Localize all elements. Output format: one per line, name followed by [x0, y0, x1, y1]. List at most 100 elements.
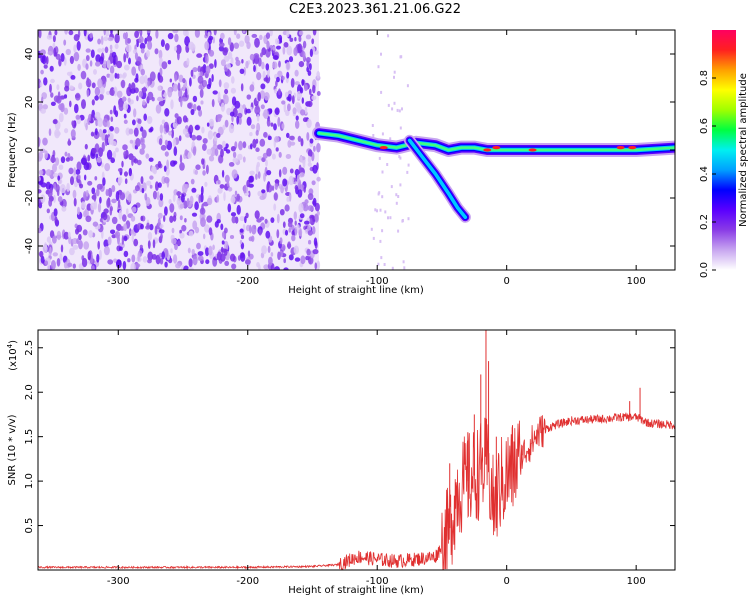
noise-speck: [307, 205, 314, 212]
noise-speck: [266, 40, 270, 50]
noise-speck: [263, 109, 269, 119]
noise-speck: [182, 78, 186, 84]
noise-speck: [238, 116, 242, 125]
noise-speck: [222, 47, 228, 56]
y-tick-label: 20: [24, 96, 35, 109]
noise-speck: [69, 247, 75, 256]
noise-speck: [72, 244, 79, 250]
spectrogram-x-label: Height of straight line (km): [288, 285, 424, 296]
noise-speck: [96, 157, 102, 163]
noise-speck: [146, 35, 153, 43]
faint-speck: [389, 137, 392, 141]
noise-speck: [90, 131, 95, 137]
noise-speck: [229, 235, 235, 239]
noise-speck: [240, 83, 244, 92]
noise-speck: [208, 227, 213, 236]
noise-speck: [131, 233, 134, 243]
noise-speck: [38, 227, 42, 234]
noise-speck: [277, 116, 281, 127]
noise-speck: [124, 171, 128, 177]
noise-speck: [127, 193, 132, 203]
noise-speck: [176, 191, 182, 196]
noise-speck: [234, 190, 238, 196]
noise-speck: [307, 162, 312, 167]
noise-speck: [38, 30, 42, 39]
noise-speck: [134, 263, 141, 268]
colorbar-strip: [712, 30, 736, 270]
noise-speck: [146, 116, 153, 124]
noise-speck: [230, 196, 236, 204]
noise-speck: [146, 30, 151, 34]
colorbar-tick-label: 0.0: [699, 262, 710, 278]
noise-speck: [95, 54, 101, 63]
noise-speck: [208, 35, 214, 41]
noise-speck: [164, 108, 170, 117]
noise-speck: [266, 170, 272, 176]
noise-speck: [231, 169, 238, 179]
noise-speck: [134, 30, 140, 39]
noise-speck: [164, 43, 170, 51]
faint-speck: [377, 262, 380, 266]
faint-speck: [371, 124, 374, 127]
noise-speck: [40, 69, 44, 75]
noise-speck: [220, 253, 226, 262]
noise-speck: [94, 86, 101, 96]
noise-speck: [158, 229, 165, 234]
noise-speck: [204, 41, 210, 51]
noise-speck: [201, 158, 205, 165]
faint-speck: [384, 210, 387, 214]
faint-speck: [386, 163, 389, 166]
noise-speck: [49, 246, 52, 257]
noise-speck: [206, 148, 212, 155]
noise-speck: [119, 246, 123, 251]
noise-speck: [172, 83, 178, 92]
noise-speck: [216, 133, 221, 138]
noise-speck: [256, 72, 262, 81]
noise-speck: [231, 263, 237, 270]
noise-speck: [53, 183, 57, 190]
noise-speck: [304, 199, 309, 205]
noise-speck: [157, 182, 162, 188]
noise-speck: [244, 216, 247, 224]
noise-speck: [299, 213, 305, 219]
noise-speck: [109, 109, 113, 115]
noise-speck: [115, 191, 120, 201]
noise-speck: [73, 197, 77, 207]
noise-speck: [298, 35, 302, 43]
noise-speck: [100, 35, 104, 45]
noise-speck: [245, 108, 252, 114]
noise-speck: [40, 182, 47, 188]
noise-speck: [85, 63, 89, 70]
noise-speck: [164, 139, 168, 146]
trace-hotspot: [628, 146, 637, 150]
noise-speck: [95, 119, 99, 127]
noise-speck: [296, 224, 300, 231]
spectrogram-x-ticks: -300 -200 -100 0 100: [107, 30, 646, 287]
noise-speck: [137, 118, 142, 125]
noise-speck: [135, 73, 139, 81]
noise-speck: [169, 215, 174, 223]
noise-speck: [208, 118, 215, 127]
noise-speck: [54, 128, 60, 139]
trace-hotspot: [528, 148, 537, 152]
snr-series: [38, 330, 675, 570]
noise-speck: [193, 103, 197, 112]
noise-speck: [65, 157, 70, 162]
noise-speck: [124, 178, 128, 185]
noise-speck: [85, 122, 88, 131]
noise-speck: [179, 232, 185, 239]
noise-speck: [97, 48, 103, 53]
noise-speck: [306, 118, 312, 129]
noise-speck: [158, 75, 164, 83]
noise-speck: [123, 250, 129, 258]
noise-speck: [103, 208, 109, 214]
noise-speck: [263, 92, 270, 101]
noise-speck: [136, 159, 142, 166]
noise-speck: [188, 127, 191, 134]
noise-speck: [273, 203, 277, 211]
noise-speck: [106, 120, 110, 128]
noise-speck: [135, 137, 141, 147]
noise-speck: [312, 84, 316, 94]
noise-speck: [259, 195, 266, 200]
noise-speck: [294, 220, 297, 226]
